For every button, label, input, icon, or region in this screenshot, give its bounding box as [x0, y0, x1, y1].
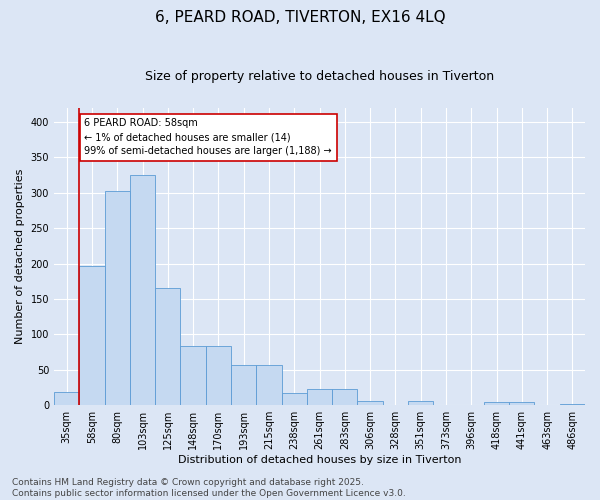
Bar: [358, 401, 383, 405]
Bar: [104, 190, 130, 405]
Bar: [206, 346, 231, 405]
Bar: [130, 175, 155, 405]
Bar: [307, 389, 332, 405]
Bar: [281, 393, 307, 405]
X-axis label: Distribution of detached houses by size in Tiverton: Distribution of detached houses by size …: [178, 455, 461, 465]
Bar: [560, 404, 585, 405]
Bar: [54, 392, 79, 405]
Y-axis label: Number of detached properties: Number of detached properties: [15, 169, 25, 344]
Text: 6, PEARD ROAD, TIVERTON, EX16 4LQ: 6, PEARD ROAD, TIVERTON, EX16 4LQ: [155, 10, 445, 25]
Bar: [408, 401, 433, 405]
Text: 6 PEARD ROAD: 58sqm
← 1% of detached houses are smaller (14)
99% of semi-detache: 6 PEARD ROAD: 58sqm ← 1% of detached hou…: [85, 118, 332, 156]
Bar: [332, 389, 358, 405]
Bar: [79, 266, 104, 405]
Bar: [231, 365, 256, 405]
Text: Contains HM Land Registry data © Crown copyright and database right 2025.
Contai: Contains HM Land Registry data © Crown c…: [12, 478, 406, 498]
Title: Size of property relative to detached houses in Tiverton: Size of property relative to detached ho…: [145, 70, 494, 83]
Bar: [509, 402, 535, 405]
Bar: [181, 346, 206, 405]
Bar: [256, 365, 281, 405]
Bar: [155, 288, 181, 405]
Bar: [484, 402, 509, 405]
